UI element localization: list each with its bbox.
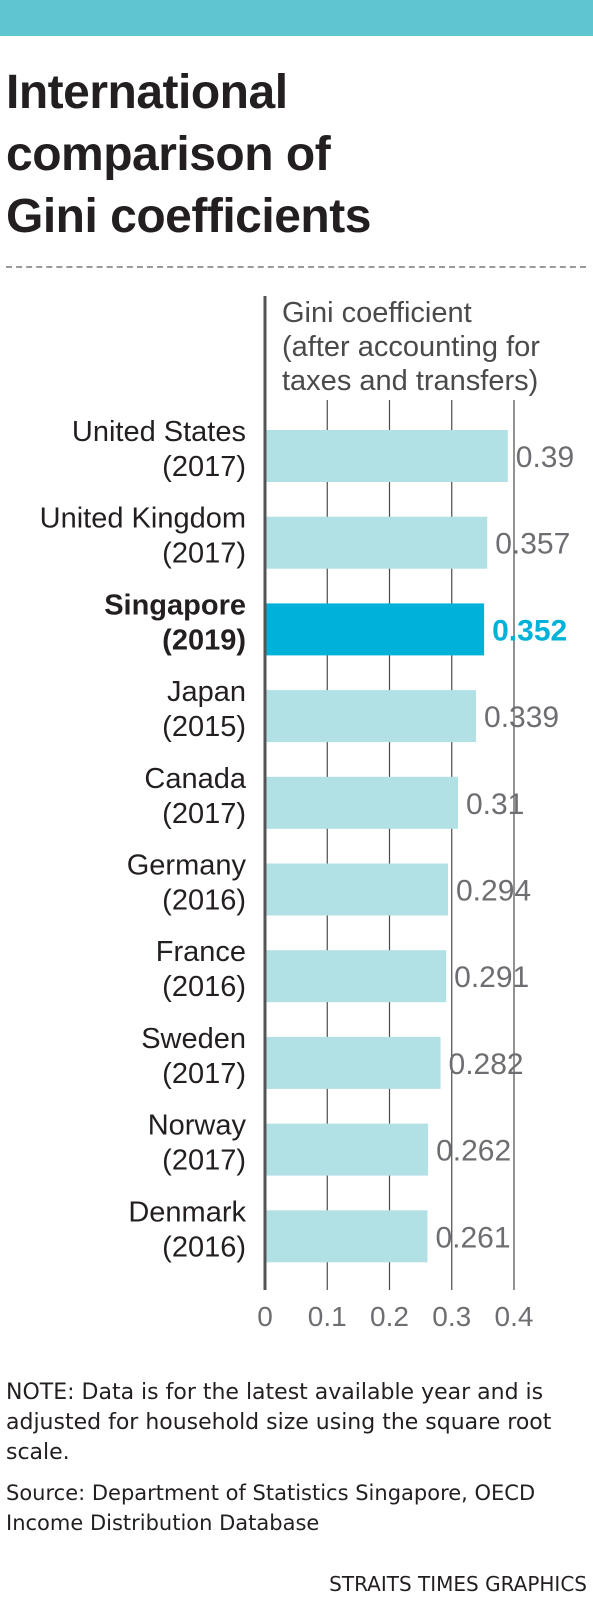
value-label: 0.294: [456, 875, 531, 908]
axis-label-line: (after accounting for: [282, 331, 540, 363]
category-label: United Kingdom: [40, 503, 246, 535]
title-line-2: comparison of: [6, 128, 331, 181]
category-label: Japan: [167, 676, 246, 708]
bar: [265, 950, 447, 1003]
bar: [265, 1210, 428, 1263]
category-year-label: (2017): [162, 538, 246, 570]
title-line-1: International: [6, 66, 288, 119]
top-color-band: [0, 0, 593, 36]
category-label: Singapore: [104, 589, 246, 621]
bar: [265, 1123, 429, 1176]
x-tick-label: 0.1: [308, 1301, 347, 1332]
axis-label-line: Gini coefficient: [282, 297, 472, 329]
category-year-label: (2017): [162, 1058, 246, 1090]
category-label: France: [156, 936, 246, 968]
category-year-label: (2017): [162, 1145, 246, 1177]
value-label: 0.39: [516, 441, 574, 474]
bar: [265, 863, 449, 916]
category-label: United States: [72, 416, 246, 448]
category-label: Denmark: [128, 1196, 246, 1228]
x-tick-label: 0.4: [495, 1301, 534, 1332]
category-year-label: (2016): [162, 1231, 246, 1263]
category-year-label: (2017): [162, 798, 246, 830]
x-tick-label: 0: [257, 1301, 273, 1332]
title-line-3: Gini coefficients: [6, 190, 371, 243]
value-label: 0.339: [484, 701, 559, 734]
category-year-label: (2016): [162, 971, 246, 1003]
value-label: 0.261: [435, 1221, 510, 1254]
category-label: Germany: [127, 850, 247, 882]
x-tick-label: 0.2: [370, 1301, 409, 1332]
gini-bar-chart: Gini coefficient(after accounting fortax…: [40, 296, 574, 1332]
chart-title: International comparison of Gini coeffic…: [6, 62, 586, 248]
category-year-label: (2016): [162, 885, 246, 917]
x-tick-label: 0.3: [432, 1301, 471, 1332]
category-year-label: (2015): [162, 711, 246, 743]
bar: [265, 690, 477, 743]
category-year-label: (2017): [162, 451, 246, 483]
category-label: Canada: [144, 763, 246, 795]
bar: [265, 1036, 441, 1089]
source-note: Source: Department of Statistics Singapo…: [6, 1481, 536, 1535]
category-label: Norway: [148, 1110, 247, 1142]
value-label: 0.357: [495, 528, 570, 561]
value-label: 0.291: [454, 961, 529, 994]
footnote: NOTE: Data is for the latest available y…: [6, 1380, 552, 1465]
value-label: 0.282: [449, 1048, 524, 1081]
bar: [265, 776, 458, 829]
bar: [265, 430, 508, 482]
dashed-divider: [6, 266, 586, 268]
graphics-credit: STRAITS TIMES GRAPHICS: [329, 1572, 587, 1596]
value-label: 0.262: [436, 1135, 511, 1168]
value-label: 0.31: [466, 788, 524, 821]
category-year-label: (2019): [162, 624, 246, 656]
bar: [265, 603, 485, 656]
category-label: Sweden: [141, 1023, 246, 1055]
value-label: 0.352: [492, 614, 567, 647]
axis-label-line: taxes and transfers): [282, 365, 538, 397]
bar: [265, 516, 488, 569]
